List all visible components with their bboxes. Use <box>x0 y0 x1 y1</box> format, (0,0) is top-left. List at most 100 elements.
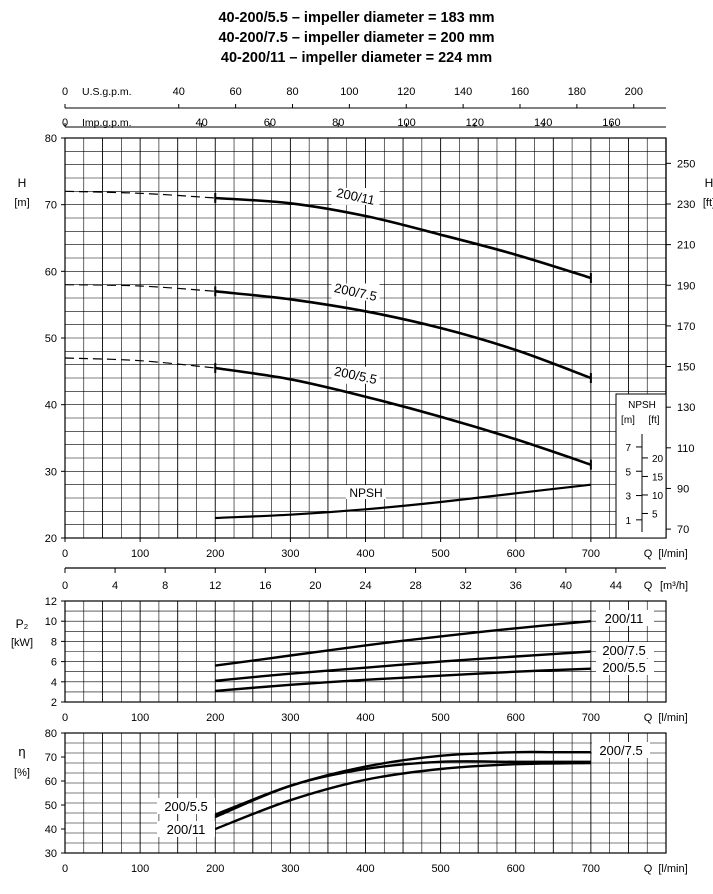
power-x-axis-label: Q <box>644 712 653 724</box>
eff-x-tick-label: 400 <box>356 863 374 875</box>
curves-layer <box>64 190 592 831</box>
power-x-tick-label: 100 <box>131 712 149 724</box>
power-y-axis-label: P₂ <box>16 617 29 631</box>
eff-y-tick-label: 80 <box>45 728 57 740</box>
flow-m3h-axis-label: Q <box>644 580 653 592</box>
head-x-axis-unit: [l/min] <box>658 548 687 560</box>
head-right-tick-label: 70 <box>677 524 689 536</box>
power-x-tick-label: 200 <box>206 712 224 724</box>
power-series-label: 200/5.5 <box>602 660 645 675</box>
head-y-tick-label: 20 <box>45 533 57 545</box>
npsh-inset-m-label: 1 <box>625 516 631 527</box>
eff-curve-200/11 <box>214 761 591 831</box>
eff-x-tick-label: 200 <box>206 863 224 875</box>
eff-y-tick-label: 30 <box>45 848 57 860</box>
power-curve-200/5.5 <box>215 667 591 693</box>
power-y-axis-unit: [kW] <box>11 637 33 649</box>
head-y-tick-label: 70 <box>45 200 57 212</box>
impgpm-tick-label: 140 <box>534 117 552 129</box>
impgpm-tick-label: 100 <box>397 117 415 129</box>
head-y-tick-label: 50 <box>45 333 57 345</box>
eff-y-tick-label: 40 <box>45 824 57 836</box>
power-series-label: 200/11 <box>605 611 644 626</box>
head-right-tick-label: 110 <box>677 443 695 455</box>
npsh-inset-ft-label: 15 <box>652 472 664 483</box>
power-label-bg <box>596 642 654 658</box>
eff-x-axis-label: Q <box>644 863 653 875</box>
head-x-tick-label: 100 <box>131 548 149 560</box>
npsh-inset-m-label: 5 <box>625 467 631 478</box>
flow-m3h-tick-label: 20 <box>309 580 321 592</box>
title-line-2: 40-200/7.5 – impeller diameter = 200 mm <box>218 30 495 46</box>
eff-series-label: 200/7.5 <box>599 743 642 758</box>
head-curve-dashed-200/11 <box>64 190 216 199</box>
eff-x-tick-label: 100 <box>131 863 149 875</box>
npsh-inset-box <box>615 393 667 539</box>
head-right-tick-label: 90 <box>677 483 689 495</box>
npsh-inset-title: NPSH <box>628 400 656 411</box>
eff-series-label: 200/5.5 <box>164 799 207 814</box>
series-label-bg <box>331 187 380 205</box>
head-right-tick-label: 190 <box>677 280 695 292</box>
eff-x-tick-label: 700 <box>582 863 600 875</box>
flow-m3h-tick-label: 12 <box>209 580 221 592</box>
head-x-tick-label: 300 <box>281 548 299 560</box>
head-curve-dashed-200/5.5 <box>64 357 216 369</box>
axes-layer <box>61 104 671 854</box>
eff-y-tick-label: 50 <box>45 800 57 812</box>
chart-titles: 40-200/5.5 – impeller diameter = 183 mm … <box>0 8 713 68</box>
head-curve-200/5.5 <box>215 366 592 466</box>
flow-m3h-tick-label: 16 <box>259 580 271 592</box>
head-right-tick-label: 210 <box>677 240 695 252</box>
usgpm-tick-label: 80 <box>286 86 298 98</box>
head-right-tick-label: 130 <box>677 402 695 414</box>
npsh-inset-ft-label: 10 <box>652 491 664 502</box>
head-right-tick-label: 150 <box>677 362 695 374</box>
usgpm-tick-label: 160 <box>511 86 529 98</box>
usgpm-tick-label: 200 <box>625 86 643 98</box>
power-curve-200/11 <box>215 620 592 667</box>
usgpm-tick-label: 140 <box>454 86 472 98</box>
power-x-tick-label: 600 <box>507 712 525 724</box>
flow-m3h-tick-label: 32 <box>460 580 472 592</box>
head-right-axis-label: H <box>705 176 713 190</box>
impgpm-zero-label: 0 <box>62 117 68 129</box>
head-x-tick-label: 400 <box>356 548 374 560</box>
usgpm-tick-label: 100 <box>340 86 358 98</box>
npsh-inset-ft-label: 5 <box>652 509 658 520</box>
head-curve-200/7.5 <box>215 290 592 380</box>
eff-label-bg <box>157 798 215 814</box>
power-x-tick-label: 300 <box>281 712 299 724</box>
eff-y-axis-unit: [%] <box>14 767 30 779</box>
impgpm-tick-label: 160 <box>602 117 620 129</box>
impgpm-tick-label: 60 <box>264 117 276 129</box>
flow-m3h-tick-label: 4 <box>112 580 118 592</box>
head-x-tick-label: 200 <box>206 548 224 560</box>
eff-y-tick-label: 60 <box>45 776 57 788</box>
npsh-curve <box>215 483 592 520</box>
npsh-inset-unit-m: [m] <box>621 415 635 426</box>
head-x-tick-label: 500 <box>431 548 449 560</box>
head-y-tick-label: 40 <box>45 400 57 412</box>
head-y-axis-label: H <box>18 176 27 190</box>
eff-label-bg <box>592 742 650 758</box>
power-y-tick-label: 2 <box>51 697 57 709</box>
eff-x-tick-label: 300 <box>281 863 299 875</box>
power-x-tick-label: 0 <box>62 712 68 724</box>
impgpm-axis-label: Imp.g.p.m. <box>82 117 132 129</box>
npsh-inset-unit-ft: [ft] <box>648 415 659 426</box>
title-line-3: 40-200/11 – impeller diameter = 224 mm <box>220 50 493 66</box>
power-y-tick-label: 4 <box>51 677 57 689</box>
usgpm-tick-label: 60 <box>230 86 242 98</box>
impgpm-tick-label: 80 <box>332 117 344 129</box>
power-curve-200/7.5 <box>215 650 591 682</box>
head-x-tick-label: 700 <box>582 548 600 560</box>
power-y-tick-label: 6 <box>51 657 57 669</box>
npsh-inset-m-label: 3 <box>625 492 631 503</box>
eff-label-bg <box>157 821 215 837</box>
power-y-tick-label: 8 <box>51 636 57 648</box>
flow-m3h-tick-label: 28 <box>409 580 421 592</box>
power-y-tick-label: 12 <box>45 596 57 608</box>
npsh-inset-ft-label: 20 <box>652 454 664 465</box>
